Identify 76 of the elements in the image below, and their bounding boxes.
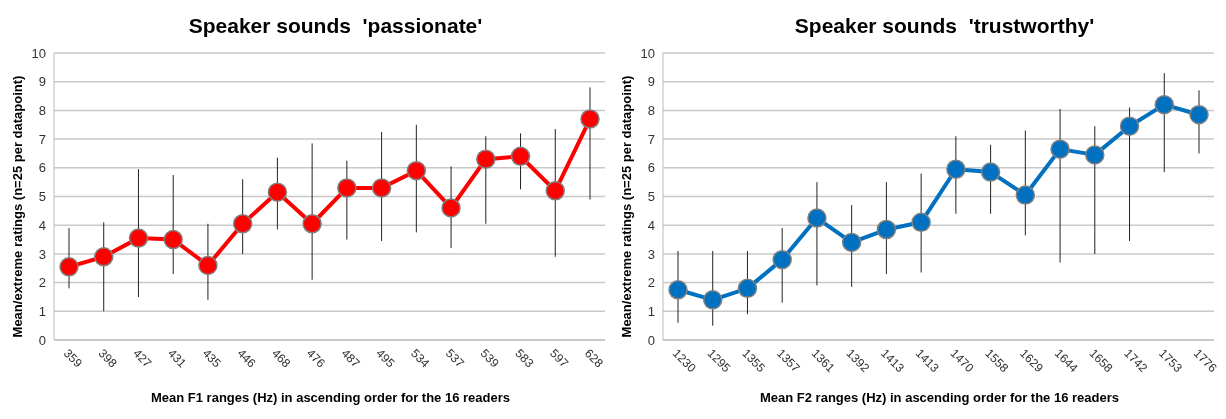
point: [267, 182, 288, 202]
point: [128, 228, 149, 248]
x-tick-label: 435: [199, 346, 225, 371]
y-tick-label: 1: [647, 303, 655, 319]
y-tick-label: 10: [31, 45, 46, 61]
y-tick-label: 5: [38, 189, 46, 205]
y-tick-label: 2: [647, 275, 655, 291]
point: [476, 149, 496, 169]
point: [337, 178, 357, 198]
point: [93, 247, 114, 267]
point: [510, 146, 531, 167]
y-tick-label: 1: [38, 303, 46, 319]
y-tick-label: 9: [38, 74, 46, 90]
x-axis-title: Mean F2 ranges (Hz) in ascending order for the 16 readers: [758, 390, 1120, 405]
x-tick-label: 537: [442, 346, 468, 371]
x-tick-label: 431: [165, 346, 190, 371]
point: [302, 214, 322, 234]
point: [59, 257, 79, 277]
point: [1154, 94, 1175, 115]
y-tick-label: 3: [38, 246, 46, 262]
y-tick-label: 7: [38, 131, 46, 147]
point: [545, 181, 566, 201]
y-tick-label: 7: [647, 131, 655, 147]
x-tick-label: 359: [60, 346, 86, 371]
x-tick-label: 583: [512, 346, 537, 371]
point: [946, 159, 966, 179]
point: [580, 109, 600, 129]
y-tick-label: 6: [647, 160, 655, 176]
x-tick-label: 427: [130, 346, 155, 371]
y-tick-label: 0: [38, 332, 46, 348]
y-axis-title: Mean/extreme ratings (n=25 per datapoint): [619, 75, 635, 337]
point: [841, 232, 862, 253]
y-tick-label: 9: [647, 74, 655, 90]
point: [1119, 116, 1140, 136]
x-tick-label: 597: [547, 346, 572, 371]
point: [1015, 185, 1036, 205]
point: [876, 219, 897, 240]
point: [198, 255, 218, 276]
y-tick-label: 8: [38, 103, 46, 119]
point: [737, 278, 758, 299]
y-tick-label: 4: [38, 217, 46, 233]
y-tick-label: 5: [647, 189, 655, 205]
point: [1085, 145, 1105, 165]
x-tick-label: 539: [477, 346, 502, 371]
chart-title: Speaker sounds 'trustworthy': [794, 14, 1095, 37]
y-tick-label: 4: [647, 217, 655, 233]
point: [371, 178, 392, 198]
point: [163, 229, 183, 250]
y-tick-label: 8: [647, 103, 655, 119]
x-tick-label: 487: [338, 346, 364, 371]
x-axis-title: Mean F1 ranges (Hz) in ascending order for the 16 readers: [149, 390, 511, 405]
y-axis-title: Mean/extreme ratings (n=25 per datapoint): [10, 75, 26, 337]
x-tick-label: 398: [95, 346, 120, 371]
x-tick-label: 495: [373, 346, 398, 371]
point: [980, 162, 1001, 182]
point: [911, 212, 931, 233]
y-tick-label: 10: [640, 45, 655, 61]
point: [232, 214, 253, 234]
x-tick-label: 628: [581, 346, 607, 371]
x-tick-label: 468: [269, 346, 294, 371]
point: [807, 208, 827, 228]
point: [702, 290, 723, 310]
chart-title: Speaker sounds 'passionate': [188, 14, 483, 37]
point: [668, 280, 688, 300]
point: [772, 249, 792, 270]
point: [1189, 104, 1209, 125]
y-tick-label: 6: [38, 160, 46, 176]
x-tick-label: 534: [408, 346, 433, 371]
y-tick-label: 3: [647, 246, 655, 262]
point: [1050, 139, 1070, 159]
x-tick-label: 476: [303, 346, 329, 371]
y-tick-label: 0: [647, 332, 655, 348]
x-tick-label: 446: [234, 346, 259, 371]
y-tick-label: 2: [38, 275, 46, 291]
point: [441, 198, 461, 218]
point: [406, 160, 427, 181]
